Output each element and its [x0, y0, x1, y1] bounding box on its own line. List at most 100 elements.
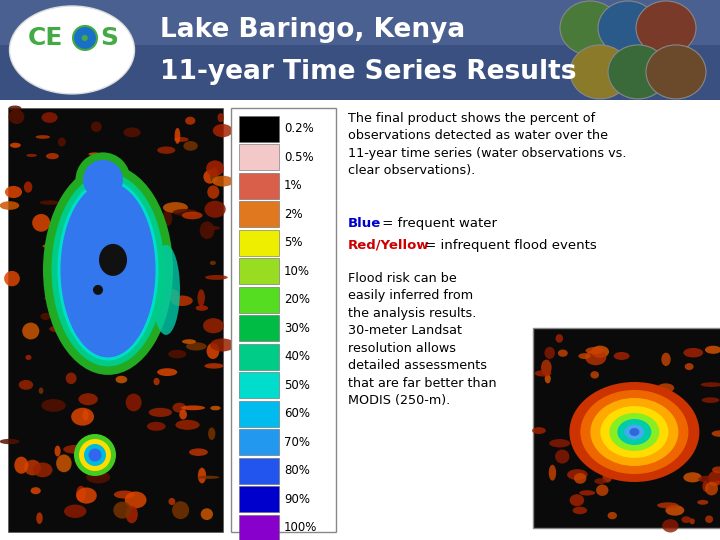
- Ellipse shape: [532, 427, 546, 434]
- Ellipse shape: [596, 484, 608, 496]
- Ellipse shape: [705, 346, 720, 354]
- Ellipse shape: [125, 281, 143, 288]
- Ellipse shape: [657, 383, 674, 393]
- Ellipse shape: [39, 387, 43, 394]
- Ellipse shape: [712, 467, 720, 473]
- Text: 100%: 100%: [284, 521, 318, 534]
- Text: 5%: 5%: [284, 237, 302, 249]
- Ellipse shape: [63, 213, 78, 218]
- Ellipse shape: [197, 289, 205, 306]
- Ellipse shape: [19, 380, 33, 390]
- Text: 80%: 80%: [284, 464, 310, 477]
- Ellipse shape: [204, 201, 225, 218]
- Ellipse shape: [210, 406, 220, 410]
- Text: Flood risk can be
easily inferred from
the analysis results.
30-meter Landsat
re: Flood risk can be easily inferred from t…: [348, 272, 497, 407]
- Text: 11-year Time Series Results: 11-year Time Series Results: [160, 59, 577, 85]
- Ellipse shape: [708, 471, 720, 486]
- Ellipse shape: [171, 295, 193, 306]
- Ellipse shape: [173, 403, 186, 413]
- Ellipse shape: [683, 472, 702, 482]
- Ellipse shape: [42, 112, 58, 123]
- Ellipse shape: [173, 209, 197, 216]
- Ellipse shape: [618, 419, 652, 445]
- Ellipse shape: [591, 346, 609, 358]
- Ellipse shape: [574, 473, 586, 484]
- Ellipse shape: [24, 460, 41, 475]
- Ellipse shape: [590, 371, 599, 379]
- Ellipse shape: [598, 1, 658, 55]
- Ellipse shape: [126, 394, 142, 411]
- Ellipse shape: [560, 1, 620, 55]
- Text: S: S: [100, 26, 118, 50]
- Ellipse shape: [64, 504, 86, 518]
- Ellipse shape: [0, 201, 19, 210]
- Ellipse shape: [208, 428, 215, 440]
- Ellipse shape: [623, 437, 636, 449]
- Ellipse shape: [87, 306, 91, 312]
- Ellipse shape: [665, 505, 684, 516]
- Ellipse shape: [646, 45, 706, 99]
- Ellipse shape: [83, 160, 123, 200]
- Ellipse shape: [172, 501, 189, 519]
- Ellipse shape: [603, 472, 612, 483]
- Ellipse shape: [91, 243, 96, 248]
- Ellipse shape: [78, 393, 98, 405]
- Text: CE: CE: [28, 26, 63, 50]
- Ellipse shape: [207, 343, 220, 359]
- Bar: [231, 108, 336, 532]
- Text: 10%: 10%: [284, 265, 310, 278]
- Ellipse shape: [113, 185, 127, 194]
- Ellipse shape: [99, 244, 127, 276]
- Ellipse shape: [101, 225, 120, 232]
- Text: 70%: 70%: [284, 436, 310, 449]
- Ellipse shape: [580, 390, 688, 474]
- Ellipse shape: [40, 313, 50, 320]
- Ellipse shape: [549, 465, 556, 481]
- Bar: [239, 144, 279, 170]
- Bar: [533, 328, 720, 528]
- Ellipse shape: [570, 382, 699, 482]
- Ellipse shape: [75, 267, 86, 275]
- Ellipse shape: [114, 490, 135, 498]
- Bar: [239, 401, 279, 427]
- Ellipse shape: [690, 518, 695, 524]
- Ellipse shape: [556, 334, 563, 343]
- Ellipse shape: [58, 179, 158, 360]
- Ellipse shape: [26, 154, 37, 157]
- Ellipse shape: [629, 428, 639, 436]
- Text: The final product shows the percent of
observations detected as water over the
1: The final product shows the percent of o…: [348, 112, 626, 178]
- Ellipse shape: [206, 160, 224, 176]
- Ellipse shape: [545, 374, 551, 383]
- Ellipse shape: [43, 165, 173, 375]
- Ellipse shape: [91, 122, 102, 132]
- Text: 50%: 50%: [284, 379, 310, 392]
- Ellipse shape: [152, 245, 180, 335]
- Ellipse shape: [86, 471, 110, 483]
- Ellipse shape: [89, 152, 101, 156]
- Ellipse shape: [613, 352, 629, 360]
- Ellipse shape: [142, 323, 163, 327]
- Text: 40%: 40%: [284, 350, 310, 363]
- Ellipse shape: [176, 420, 199, 430]
- Bar: [239, 429, 279, 455]
- Ellipse shape: [199, 221, 215, 239]
- Ellipse shape: [40, 200, 60, 205]
- Ellipse shape: [116, 376, 127, 383]
- Ellipse shape: [595, 478, 606, 484]
- Ellipse shape: [97, 360, 110, 367]
- Ellipse shape: [71, 408, 94, 426]
- Ellipse shape: [636, 1, 696, 55]
- Ellipse shape: [535, 370, 552, 376]
- Ellipse shape: [212, 176, 233, 186]
- Ellipse shape: [203, 170, 217, 184]
- Ellipse shape: [157, 227, 166, 231]
- Ellipse shape: [203, 318, 224, 333]
- Bar: [239, 173, 279, 199]
- Ellipse shape: [205, 275, 228, 280]
- Ellipse shape: [702, 397, 719, 403]
- Bar: [239, 315, 279, 341]
- Ellipse shape: [76, 488, 96, 504]
- Ellipse shape: [210, 261, 216, 265]
- Text: 30%: 30%: [284, 322, 310, 335]
- Ellipse shape: [197, 476, 220, 479]
